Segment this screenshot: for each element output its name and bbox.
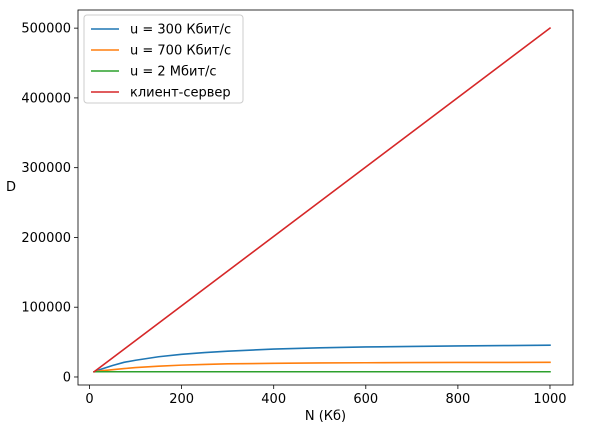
y-axis-ticks: 0 100000 200000 300000 400000 500000 [21, 22, 78, 385]
series-line-4 [92, 27, 552, 373]
series-layer [92, 27, 552, 373]
x-tick-label: 1000 [533, 392, 566, 407]
series-line-2 [93, 361, 551, 373]
legend-box [83, 14, 244, 104]
legend-label: клиент-сервер [130, 86, 231, 101]
legend: u = 300 Кбит/с u = 700 Кбит/с u = 2 Мбит/с… [83, 14, 244, 104]
y-tick-label: 400000 [21, 91, 71, 106]
x-tick-label: 400 [261, 392, 286, 407]
y-tick-label: 100000 [21, 301, 71, 316]
legend-label: u = 2 Мбит/с [130, 65, 217, 80]
series-line-1 [93, 344, 551, 373]
y-tick-label: 300000 [21, 161, 71, 176]
x-axis-label: N (Кб) [305, 409, 346, 424]
x-tick-label: 0 [85, 392, 93, 407]
y-tick-label: 200000 [21, 231, 71, 246]
x-tick-label: 200 [169, 392, 194, 407]
x-tick-label: 800 [445, 392, 470, 407]
x-axis-ticks: 0 200 400 600 800 1000 [85, 385, 567, 407]
legend-label: u = 700 Кбит/с [130, 44, 231, 59]
y-tick-label: 500000 [21, 22, 71, 37]
x-tick-label: 600 [353, 392, 378, 407]
legend-label: u = 300 Кбит/с [130, 23, 231, 38]
y-tick-label: 0 [63, 370, 71, 385]
y-axis-label: D [6, 180, 16, 195]
plot-frame [77, 9, 574, 386]
